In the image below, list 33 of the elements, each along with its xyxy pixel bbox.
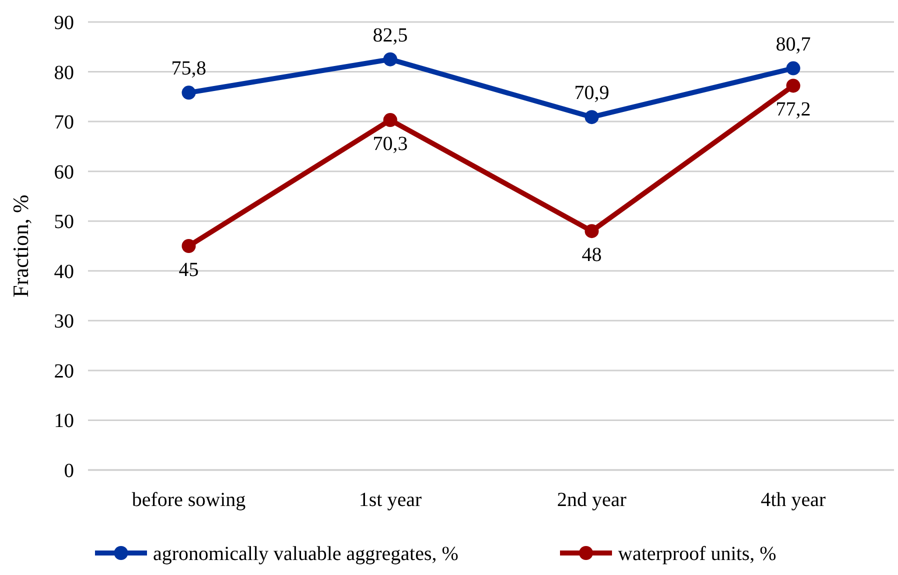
y-axis-title: Fraction, % (8, 194, 33, 298)
x-tick-label: 1st year (358, 489, 422, 511)
point (584, 224, 599, 238)
y-tick-label: 90 (54, 12, 74, 34)
y-tick-label: 0 (64, 460, 74, 482)
point (584, 110, 599, 124)
point (383, 52, 398, 66)
data-label: 80,7 (776, 33, 811, 56)
data-label: 45 (178, 259, 199, 281)
y-tick-label: 80 (54, 62, 74, 84)
y-tick-label: 70 (54, 112, 74, 134)
point (383, 113, 398, 128)
point (182, 239, 196, 253)
data-label: 75,8 (171, 58, 206, 80)
point (182, 86, 196, 100)
x-tick-label: 4th year (760, 489, 826, 511)
y-tick-label: 20 (54, 360, 74, 382)
y-tick-label: 50 (54, 211, 74, 234)
legend-label: agronomically valuable aggregates, % (153, 543, 458, 565)
y-tick-label: 60 (54, 161, 74, 184)
point (786, 78, 800, 93)
x-tick-label: 2nd year (557, 489, 627, 511)
data-label: 77,2 (776, 98, 811, 121)
x-tick-label: before sowing (132, 489, 246, 511)
point (786, 61, 800, 76)
data-label: 82,5 (372, 24, 408, 46)
y-tick-label: 30 (54, 310, 74, 333)
y-tick-label: 40 (54, 260, 74, 283)
data-label: 48 (582, 244, 602, 266)
legend-label: waterproof units, % (618, 543, 776, 565)
y-tick-label: 10 (54, 410, 74, 432)
data-label: 70,9 (574, 82, 610, 104)
data-label: 70,3 (372, 133, 408, 156)
